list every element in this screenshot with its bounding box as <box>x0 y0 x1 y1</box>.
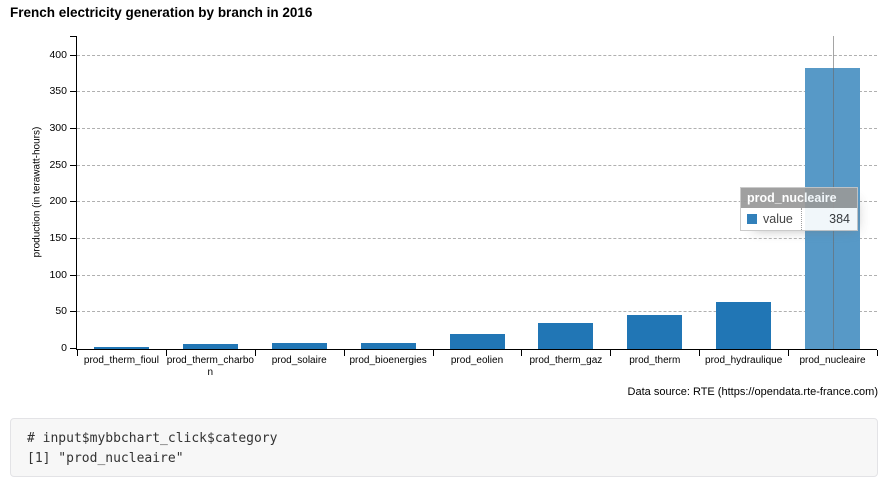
x-tick-mark <box>254 350 256 356</box>
y-tick-mark <box>70 91 76 93</box>
y-tick-label: 350 <box>49 85 67 98</box>
y-axis-line <box>76 36 77 349</box>
y-tick-label: 200 <box>49 195 67 208</box>
x-tick-mark <box>788 350 790 356</box>
gridline-400 <box>77 54 877 56</box>
bar-prod_therm[interactable] <box>627 315 683 349</box>
x-axis-label-prod_therm_charbon: prod_therm_charbon <box>166 355 254 378</box>
y-axis-outer-tick <box>70 36 77 37</box>
x-tick-mark <box>77 350 78 356</box>
y-tick-mark <box>70 54 76 56</box>
y-tick-label: 300 <box>49 122 67 135</box>
tooltip-title: prod_nucleaire <box>741 188 857 208</box>
y-tick-label: 250 <box>49 158 67 171</box>
y-tick-mark <box>70 274 76 276</box>
bar-prod_bioenergies[interactable] <box>360 342 416 349</box>
y-tick-mark <box>70 128 76 130</box>
console-line-result: [1] "prod_nucleaire" <box>27 451 184 466</box>
x-axis-label-prod_therm_gaz: prod_therm_gaz <box>529 355 603 366</box>
y-tick-label: 50 <box>55 305 67 318</box>
bar-prod_therm_charbon[interactable] <box>182 343 238 349</box>
page-title: French electricity generation by branch … <box>10 5 313 20</box>
bar-prod_eolien[interactable] <box>449 333 505 349</box>
bar-chart: production (in terawatt-hours) 0 50 100 150… <box>32 36 878 398</box>
x-axis-label-prod_therm: prod_therm <box>629 355 681 366</box>
bar-prod_therm_fioul[interactable] <box>93 346 149 349</box>
y-tick-mark <box>70 201 76 203</box>
gridline-200 <box>77 201 877 203</box>
bar-prod_solaire[interactable] <box>271 342 327 349</box>
series-color-swatch <box>747 214 757 224</box>
x-tick-mark <box>432 350 434 356</box>
gridline-250 <box>77 164 877 166</box>
tooltip-series-name: value <box>741 208 801 230</box>
y-tick-label: 400 <box>49 48 67 61</box>
y-tick-label: 0 <box>61 342 67 354</box>
gridline-100 <box>77 274 877 276</box>
console-output: # input$mybbchart_click$category [1] "pro… <box>10 418 878 477</box>
data-source-note: Data source: RTE (https://opendata.rte-f… <box>627 386 878 398</box>
gridline-50 <box>77 311 877 313</box>
y-tick-mark <box>70 348 76 349</box>
tooltip-row: value 384 <box>741 208 857 230</box>
y-tick-mark <box>70 238 76 240</box>
bar-prod_therm_gaz[interactable] <box>538 323 594 349</box>
x-tick-mark <box>699 350 701 356</box>
y-tick-mark <box>70 311 76 313</box>
y-tick-label: 100 <box>49 268 67 281</box>
x-axis-label-prod_nucleaire: prod_nucleaire <box>799 355 866 366</box>
x-tick-mark <box>343 350 345 356</box>
x-tick-mark <box>165 350 167 356</box>
x-axis-label-prod_bioenergies: prod_bioenergies <box>349 355 427 366</box>
gridline-350 <box>77 91 877 93</box>
gridline-150 <box>77 238 877 240</box>
plot-area: 0 50 100 150 200 250 300 350 400 prod_therm_fioul… <box>49 36 878 378</box>
y-tick-label: 150 <box>49 232 67 245</box>
x-tick-mark <box>877 350 878 356</box>
bar-prod_hydraulique[interactable] <box>716 302 772 349</box>
x-axis-label-prod_solaire: prod_solaire <box>271 355 327 366</box>
x-axis-line <box>76 349 877 350</box>
tooltip-value: 384 <box>801 208 857 230</box>
chart-tooltip: prod_nucleaire value 384 <box>740 187 858 231</box>
x-axis-label-prod_eolien: prod_eolien <box>450 355 504 366</box>
y-tick-mark <box>70 164 76 166</box>
x-axis-label-prod_therm_fioul: prod_therm_fioul <box>83 355 159 366</box>
gridline-300 <box>77 128 877 130</box>
tooltip-series-label: value <box>763 212 793 226</box>
console-line-comment: # input$mybbchart_click$category <box>27 431 278 446</box>
x-tick-mark <box>610 350 612 356</box>
x-axis-label-prod_hydraulique: prod_hydraulique <box>705 355 783 366</box>
x-tick-mark <box>521 350 523 356</box>
